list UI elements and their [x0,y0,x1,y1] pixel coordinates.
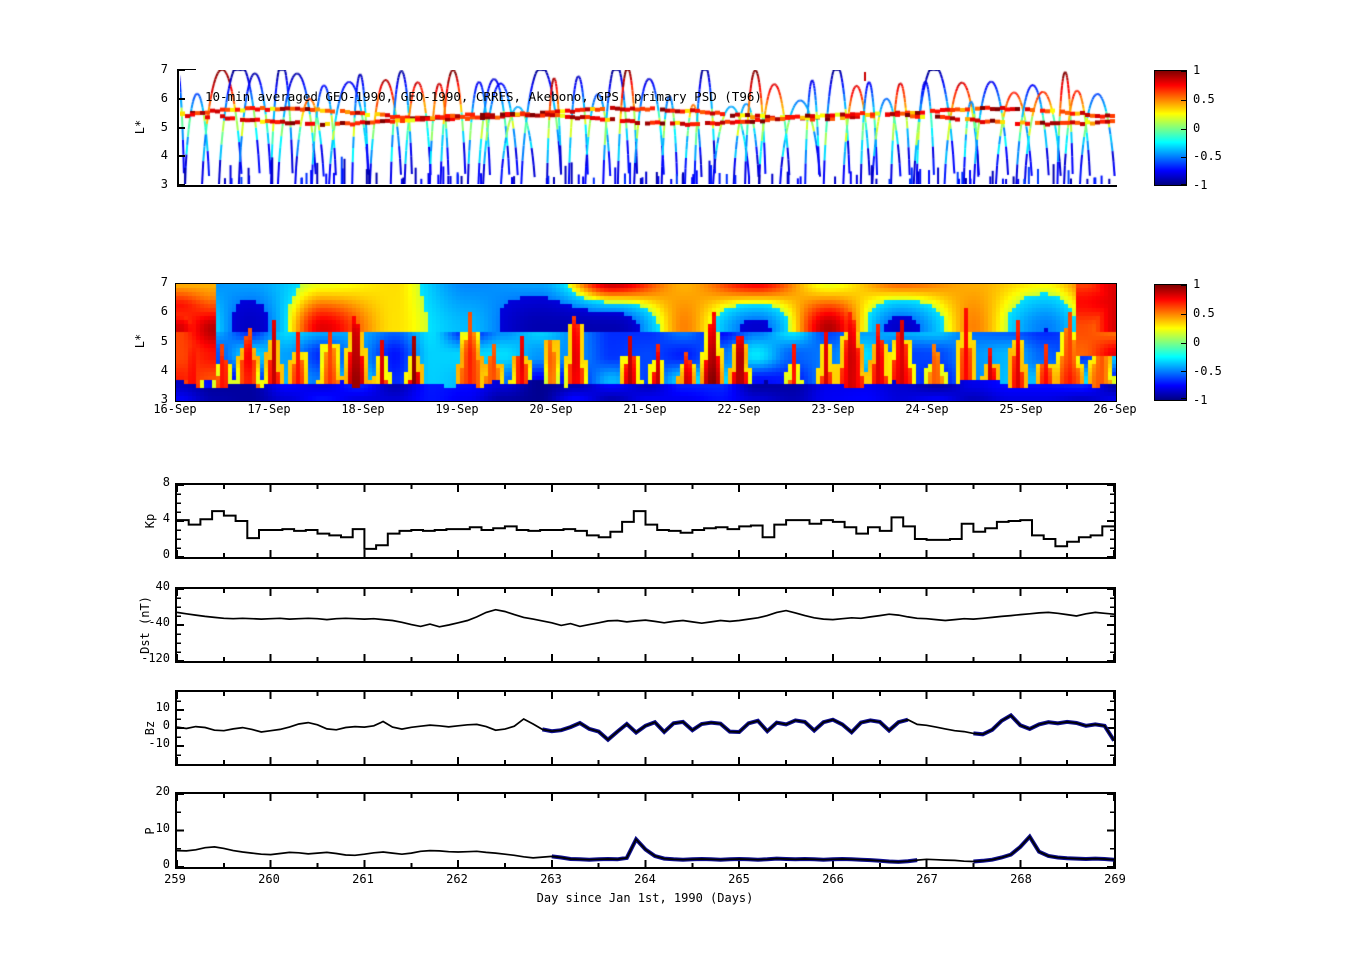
colorbar-1-tick-label: 1 [1193,63,1201,77]
psd-traces-ytick [179,155,185,158]
colorbar-2-tick-label: 1 [1193,277,1201,291]
dstnt-ytick-label: -120 [141,651,170,665]
psd-traces-ytick-label: 5 [160,119,168,134]
colorbar-2-tick-label: 0 [1193,335,1201,349]
date-tick-label: 19-Sep [435,402,479,416]
p-ytick-label: 10 [155,820,170,835]
colorbar-1-tick-label: -1 [1193,178,1208,192]
date-tick-label: 18-Sep [341,402,385,416]
day-tick-label: 262 [446,872,468,886]
psd-traces-ytick-label: 3 [160,177,168,191]
date-tick-label: 16-Sep [153,402,197,416]
data-trace [177,835,1114,863]
date-tick-label: 21-Sep [623,402,667,416]
bz-ytick-label: 10 [155,700,170,714]
bz-panel-svg [177,692,1114,764]
p-ytick-label: 0 [162,857,170,871]
day-tick-label: 269 [1104,872,1126,886]
date-tick-label: 20-Sep [529,402,573,416]
colorbar-tick [1181,99,1186,101]
psd-traces-ytick [179,97,185,100]
day-tick-label: 264 [634,872,656,886]
p-ytick-label: 20 [155,784,170,798]
kp-panel-svg [177,485,1114,557]
psd-traces-ytick-label: 4 [160,148,168,163]
psd-traces-ytick-label: 7 [160,62,168,76]
psd-traces-left-axis [177,69,179,187]
colorbar-1-tick-label: 0.5 [1193,91,1215,106]
date-tick-label: 25-Sep [999,402,1043,416]
dst-panel [175,587,1116,663]
bz-ytick-label: 0 [162,718,170,732]
day-tick-label: 260 [258,872,280,886]
psd-traces-plot [180,70,1116,184]
colorbar-1-tick-label: 0 [1193,120,1201,135]
p-panel-svg [177,794,1114,867]
psd-spectrogram-ytick-label: 4 [160,362,168,377]
psd-traces-ytick-label: 6 [160,90,168,105]
data-trace [177,510,1114,550]
colorbar-tick [1181,313,1186,315]
dstnt-ytick-label: 40 [155,579,170,593]
colorbar-tick [1181,398,1186,399]
day-tick-label: 263 [540,872,562,886]
colorbar-tick [1181,285,1186,286]
psd-traces-ytick [179,126,185,129]
colorbar-tick [1181,128,1186,130]
psd-traces-ytick [179,69,185,71]
data-trace [177,608,1114,628]
colorbar-tick [1181,157,1186,159]
day-tick-label: 265 [728,872,750,886]
p-panel [175,792,1116,869]
psd-spectrogram-ytick-label: 6 [160,304,168,319]
colorbar-tick [1181,371,1186,373]
colorbar-tick [1181,71,1186,72]
overlay-trace [973,833,1114,864]
dstnt-ytick-label: -40 [148,615,170,629]
day-tick-label: 261 [352,872,374,886]
psd-spectrogram-ytick-label: 3 [160,392,168,406]
psd-traces-bottom-axis [177,185,1117,187]
kp-ytick-label: 8 [162,475,170,489]
day-tick-label: 266 [822,872,844,886]
kp-ytick-label: 4 [162,511,170,525]
colorbar-2-tick-label: 0.5 [1193,306,1215,320]
date-tick-label: 24-Sep [905,402,949,416]
colorbar-1 [1154,70,1187,186]
kp-ytick-label: 0 [162,547,170,561]
colorbar-1-tick-label: -0.5 [1193,149,1222,164]
colorbar-tick [1181,184,1186,185]
colorbar-2-tick-label: -1 [1193,393,1208,407]
colorbar-tick [1181,342,1186,344]
colorbar-2 [1154,284,1187,401]
day-tick-label: 268 [1010,872,1032,886]
day-tick-label: 259 [164,872,186,886]
psd-spectrogram-ytick-label: 7 [160,275,168,289]
psd-traces-title: 10-min averaged GEO-1990, GEO-1990, CRRE… [205,89,762,104]
date-tick-label: 22-Sep [717,402,761,416]
x-axis-title: Day since Jan 1st, 1990 (Days) [536,891,754,905]
date-tick-label: 17-Sep [247,402,291,416]
psd-traces-ytick [179,184,185,186]
kp-panel [175,483,1116,559]
dst-panel-svg [177,589,1114,661]
data-trace [177,714,1114,742]
day-tick-label: 267 [916,872,938,886]
psd-spectrogram-ytick-label: 5 [160,333,168,348]
psd-spectrogram-plot [175,283,1117,402]
bz-panel [175,690,1116,766]
bz-ytick-label: -10 [148,736,170,750]
date-tick-label: 23-Sep [811,402,855,416]
date-tick-label: 26-Sep [1093,402,1137,416]
colorbar-2-tick-label: -0.5 [1193,364,1222,378]
